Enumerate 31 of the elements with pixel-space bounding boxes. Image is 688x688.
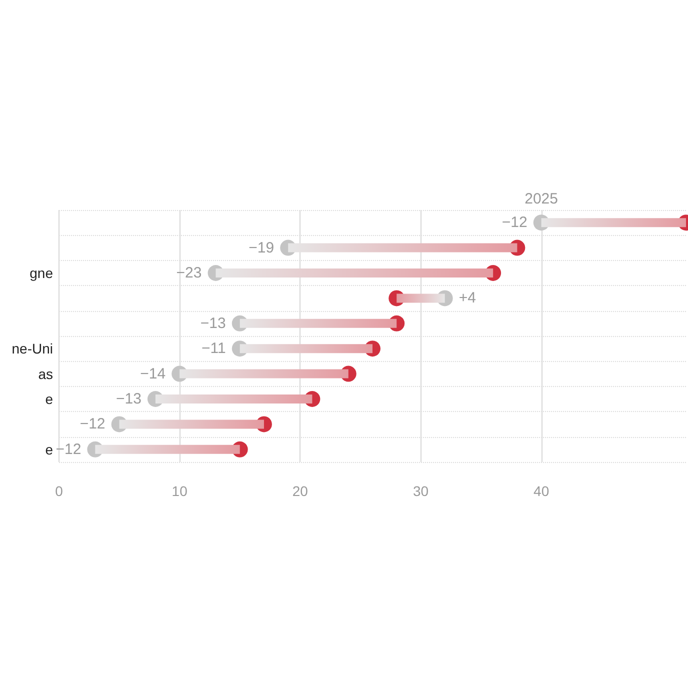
- y-tick-label: e: [45, 391, 54, 407]
- y-tick-label: ne-Uni: [12, 340, 53, 357]
- bar: [396, 294, 445, 303]
- data-label: −12: [80, 416, 106, 433]
- bar: [216, 268, 494, 278]
- data-label: −13: [200, 314, 226, 332]
- data-label: −12: [502, 214, 528, 232]
- data-label: +4: [458, 290, 476, 307]
- data-label: −12: [56, 440, 82, 458]
- data-label: −11: [202, 340, 226, 358]
- x-tick-label: 40: [534, 483, 550, 499]
- data-label: −14: [140, 365, 166, 382]
- bar: [119, 420, 264, 429]
- bar: [155, 394, 312, 404]
- bar: [95, 444, 240, 454]
- bar: [541, 218, 686, 228]
- bar: [180, 369, 348, 378]
- y-tick-label: e: [45, 441, 54, 458]
- data-label: −19: [248, 239, 274, 256]
- x-tick-label: 20: [292, 483, 308, 499]
- x-tick-label: 10: [172, 483, 188, 499]
- x-tick-label: 30: [412, 483, 429, 499]
- data-label: −13: [116, 390, 142, 408]
- series-label: 2025: [524, 190, 558, 208]
- y-tick-label: gne: [30, 265, 54, 281]
- x-tick-label: 0: [55, 483, 64, 499]
- data-label: −23: [176, 264, 202, 282]
- bar: [240, 344, 372, 354]
- bar: [240, 318, 397, 328]
- y-tick-label: as: [38, 366, 53, 382]
- bar: [288, 243, 518, 252]
